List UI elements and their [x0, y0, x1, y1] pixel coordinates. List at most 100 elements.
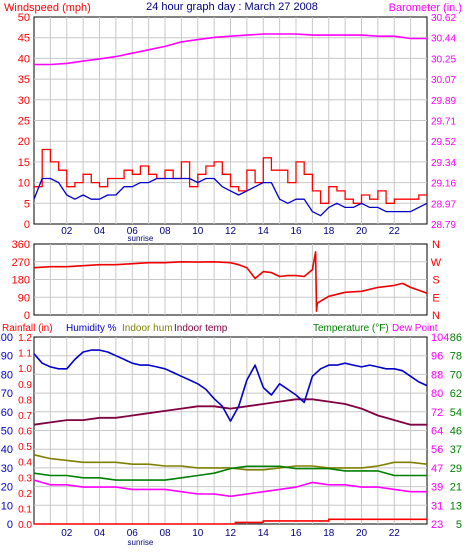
rainfall-tick-label: 0.5	[18, 442, 32, 453]
x-tick-label: 12	[225, 528, 237, 539]
barometer-series-line	[34, 33, 427, 66]
wind-tick-label: 0	[24, 219, 30, 231]
rainfall-tick-label: 1.1	[18, 349, 32, 360]
windspeed-axis-title: Windspeed (mph)	[4, 2, 91, 14]
outer-temperature-tick-label: 62	[450, 388, 462, 400]
baro-tick-label: 30.07	[431, 75, 456, 86]
temperature-tick-label: 56	[431, 444, 443, 456]
rainfall-tick-label: 0.7	[18, 411, 32, 422]
baro-tick-label: 29.34	[431, 158, 456, 169]
x-tick-label: 10	[192, 226, 204, 237]
sunrise-label: sunrise	[128, 234, 154, 243]
indoor-temp-axis-title: Indoor temp	[174, 323, 228, 334]
wind-tick-label: 25	[18, 116, 30, 128]
x-tick-label: 10	[192, 528, 204, 539]
x-tick-label: 06	[127, 528, 139, 539]
humidity-tick-label: 70	[1, 388, 13, 400]
rainfall-axis-title: Rainfall (in)	[2, 323, 53, 334]
temperature-tick-label: 80	[431, 388, 443, 400]
humidity-tick-label: 30	[1, 463, 13, 475]
x-tick-label: 16	[290, 226, 302, 237]
x-tick-label: 14	[258, 226, 270, 237]
wind-tick-label: 20	[18, 136, 30, 148]
rainfall-tick-label: 0.2	[18, 489, 32, 500]
x-tick-label: 02	[61, 226, 73, 237]
direction-tick-label: 360	[12, 239, 30, 251]
rainfall-tick-label: 1.0	[18, 364, 32, 375]
baro-tick-label: 30.44	[431, 34, 456, 45]
compass-label: N	[432, 310, 440, 322]
outer-temperature-tick-label: 86	[450, 332, 462, 344]
outer-temperature-tick-label: 13	[450, 500, 462, 512]
humidity-tick-label: 90	[1, 351, 13, 363]
x-tick-label: 20	[356, 226, 368, 237]
rainfall-tick-label: 0.6	[18, 427, 32, 438]
x-tick-label: 04	[94, 528, 106, 539]
outer-temperature-tick-label: 29	[450, 463, 462, 475]
indoor-temp-series-line	[33, 398, 427, 426]
x-tick-label: 08	[159, 226, 171, 237]
compass-label: E	[432, 292, 439, 304]
rainfall-tick-label: 1.2	[18, 333, 32, 344]
outer-temperature-tick-label: 37	[450, 444, 462, 456]
wind-direction-series-line	[33, 251, 428, 312]
baro-tick-label: 29.89	[431, 96, 456, 107]
x-tick-label: 20	[356, 528, 368, 539]
baro-tick-label: 28.97	[431, 199, 456, 210]
temperature-series-line	[33, 465, 427, 481]
wind-tick-label: 50	[18, 12, 30, 24]
rainfall-series-line	[34, 518, 427, 525]
outer-temperature-tick-label: 78	[450, 351, 462, 363]
x-tick-label: 12	[225, 226, 237, 237]
rainfall-tick-label: 0.3	[18, 473, 32, 484]
x-tick-label: 06	[127, 226, 139, 237]
rainfall-tick-label: 0.0	[18, 520, 32, 531]
wind-tick-label: 45	[18, 33, 30, 45]
humidity-tick-label: 0	[7, 519, 13, 531]
direction-tick-label: 270	[12, 257, 30, 269]
barometer-axis-title: Barometer (in.)	[389, 2, 462, 14]
rainfall-tick-label: 0.9	[18, 380, 32, 391]
temperature-tick-label: 104	[431, 332, 449, 344]
x-tick-label: 16	[290, 528, 302, 539]
rainfall-tick-label: 0.4	[18, 458, 32, 469]
x-tick-label: 22	[389, 226, 401, 237]
x-tick-label: 04	[94, 226, 106, 237]
temperature-tick-label: 72	[431, 407, 443, 419]
baro-tick-label: 30.62	[431, 13, 456, 24]
humidity-tick-label: 20	[1, 482, 13, 494]
humidity-axis-title: Humidity %	[66, 323, 117, 334]
baro-tick-label: 29.16	[431, 179, 456, 190]
humidity-tick-label: 10	[1, 500, 13, 512]
temperature-tick-label: 88	[431, 369, 443, 381]
x-tick-label: 18	[323, 226, 335, 237]
baro-tick-label: 29.71	[431, 117, 456, 128]
temperature-tick-label: 39	[431, 482, 443, 494]
wind-tick-label: 10	[18, 178, 30, 190]
temperature-tick-label: 23	[431, 519, 443, 531]
x-tick-label: 08	[159, 528, 171, 539]
rainfall-tick-label: 0.8	[18, 395, 32, 406]
x-tick-label: 02	[61, 528, 73, 539]
direction-tick-label: 90	[18, 292, 30, 304]
temperature-tick-label: 47	[431, 463, 443, 475]
chart-title: 24 hour graph day : March 27 2008	[146, 1, 318, 13]
humidity-tick-label: 40	[1, 444, 13, 456]
baro-tick-label: 28.79	[431, 220, 456, 231]
wind-tick-label: 35	[18, 74, 30, 86]
direction-tick-label: 180	[12, 275, 30, 287]
temperature-tick-label: 96	[431, 351, 443, 363]
outer-temperature-tick-label: 46	[450, 426, 462, 438]
outer-temperature-tick-label: 5	[456, 519, 462, 531]
wind-tick-label: 40	[18, 53, 30, 65]
outer-temperature-tick-label: 21	[450, 482, 462, 494]
dewpoint-series-line	[33, 479, 427, 498]
rainfall-tick-label: 0.1	[18, 504, 32, 515]
wind-tick-label: 30	[18, 95, 30, 107]
windspeed-gust-series-line	[34, 148, 427, 204]
temperature-axis-title: Temperature (°F)	[313, 323, 389, 334]
wind-tick-label: 5	[24, 198, 30, 210]
baro-tick-label: 29.52	[431, 137, 456, 148]
x-tick-label: 14	[258, 528, 270, 539]
